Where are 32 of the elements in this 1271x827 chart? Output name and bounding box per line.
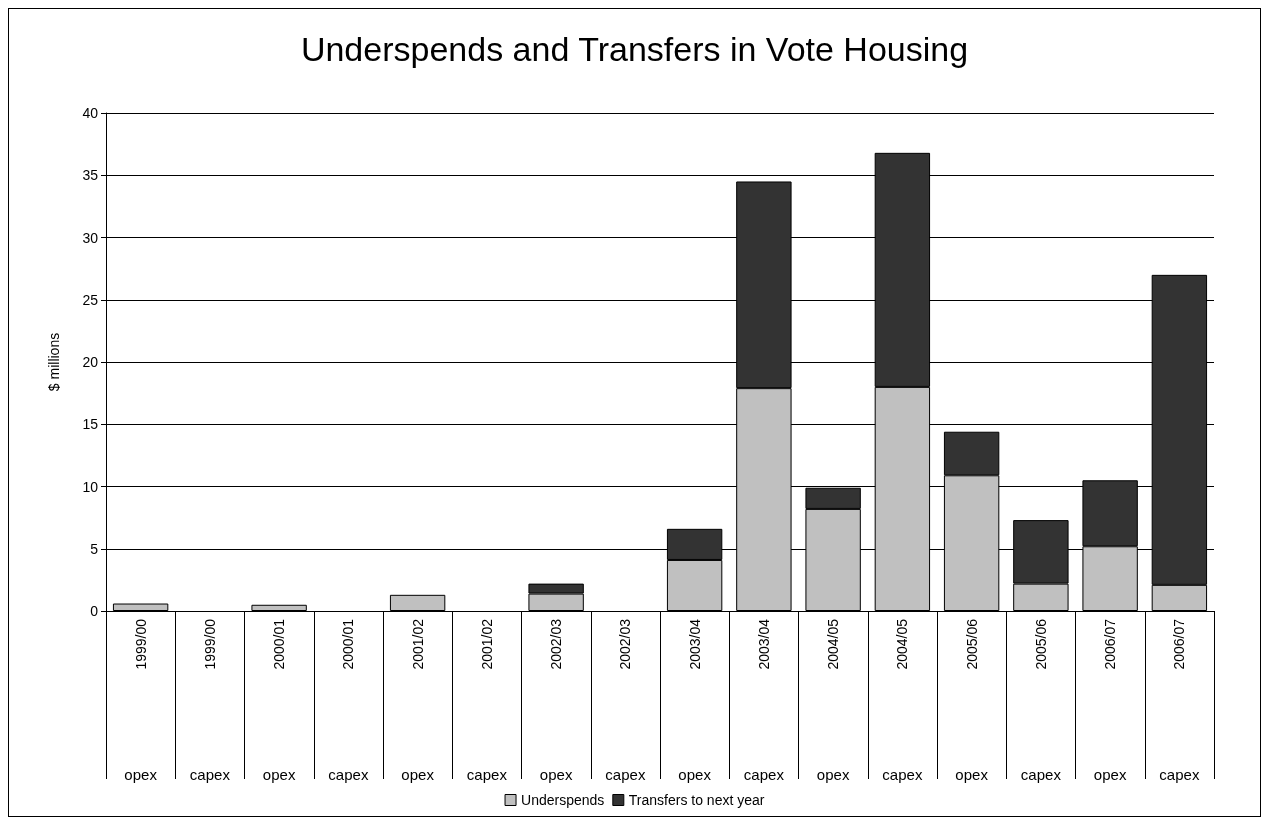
category-label: 2005/06 capex (1020, 619, 1061, 783)
y-tick-label: 20 (82, 354, 99, 370)
y-tick-label: 25 (82, 291, 99, 308)
y-tick-label: 5 (90, 540, 99, 557)
bar (112, 603, 169, 611)
y-tick-label: 0 (90, 603, 99, 619)
category-label: 2006/07 opex (1093, 619, 1127, 783)
category-label: 2003/04 opex (678, 619, 711, 783)
chart-title: Underspends and Transfers in Vote Housing (300, 30, 969, 68)
category-label: 2001/02 capex (466, 619, 507, 783)
category-label: 1999/00 capex (189, 619, 230, 783)
bar (389, 594, 446, 611)
y-tick-label: 10 (82, 478, 99, 495)
category-label: 2003/04 capex (743, 619, 784, 783)
y-tick-label: 35 (82, 167, 99, 184)
category-label: 2002/03 capex (605, 619, 646, 783)
legend-label: Transfers to next year (628, 792, 765, 808)
y-axis-title: $ millions (46, 332, 62, 392)
y-tick-label: 15 (82, 416, 99, 433)
y-tick-label: 30 (82, 229, 99, 246)
legend-label: Underspends (521, 792, 605, 808)
category-label: 1999/00 opex (124, 619, 157, 783)
category-label: 2000/01 opex (262, 619, 296, 783)
category-label: 2004/05 opex (816, 619, 850, 783)
category-label: 2004/05 capex (882, 619, 923, 783)
category-label: 2005/06 opex (955, 619, 988, 783)
category-label: 2002/03 opex (539, 619, 573, 783)
category-label: 2006/07 capex (1159, 619, 1200, 783)
y-tick-label: 40 (82, 105, 99, 121)
category-label: 2001/02 opex (401, 619, 434, 783)
bar (251, 604, 307, 611)
category-label: 2000/01 capex (328, 619, 369, 783)
